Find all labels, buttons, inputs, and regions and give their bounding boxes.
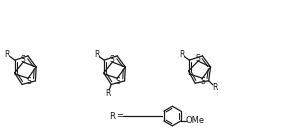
Text: S: S — [195, 54, 200, 63]
Text: R: R — [94, 50, 99, 59]
Text: R: R — [179, 50, 185, 59]
Text: R: R — [5, 50, 10, 59]
Text: S: S — [27, 77, 31, 85]
Text: S: S — [116, 77, 121, 85]
Text: R: R — [105, 89, 111, 98]
Text: =: = — [116, 112, 123, 121]
Text: S: S — [109, 55, 114, 64]
Text: R: R — [213, 83, 218, 92]
Text: S: S — [20, 55, 25, 64]
Text: R: R — [109, 112, 115, 121]
Text: OMe: OMe — [185, 116, 204, 126]
Text: S: S — [201, 77, 206, 85]
